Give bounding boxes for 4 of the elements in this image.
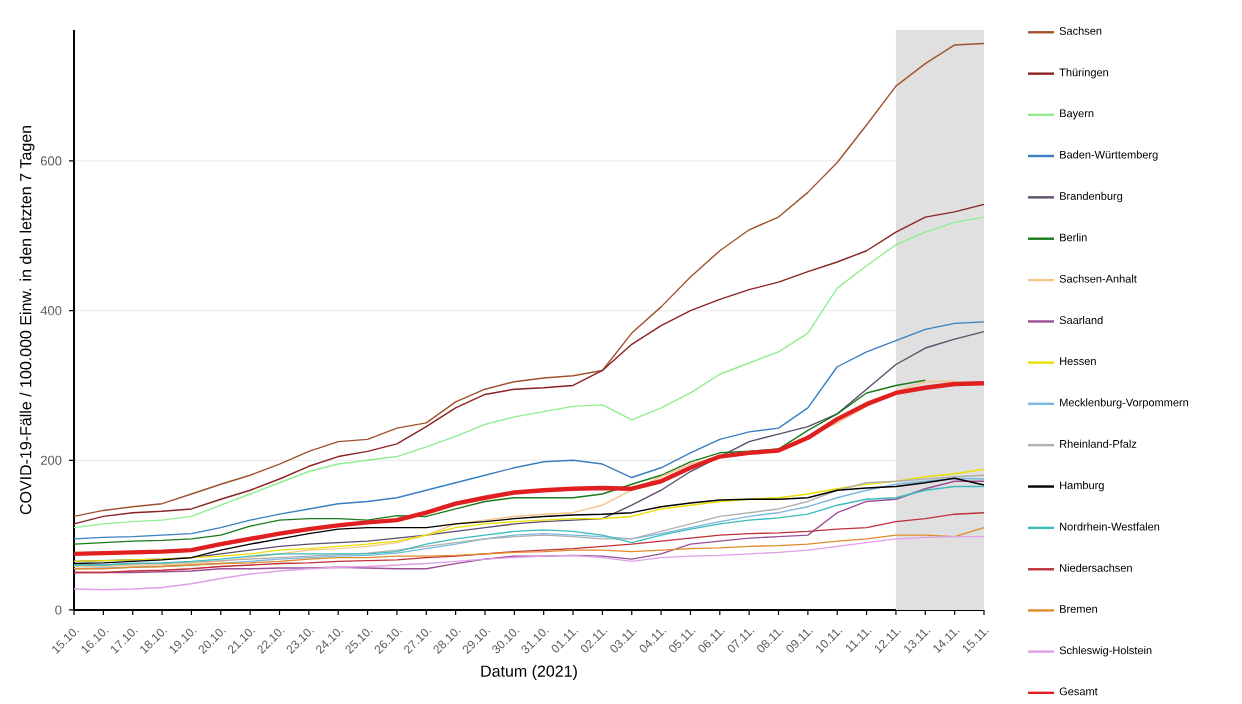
y-axis-title: COVID-19-Fälle / 100.000 Einw. in den letzten 7 Tagen: [19, 125, 35, 515]
line-series: [73, 526, 985, 570]
line-series: [73, 42, 985, 518]
x-axis-title: Datum (2021): [481, 665, 577, 680]
